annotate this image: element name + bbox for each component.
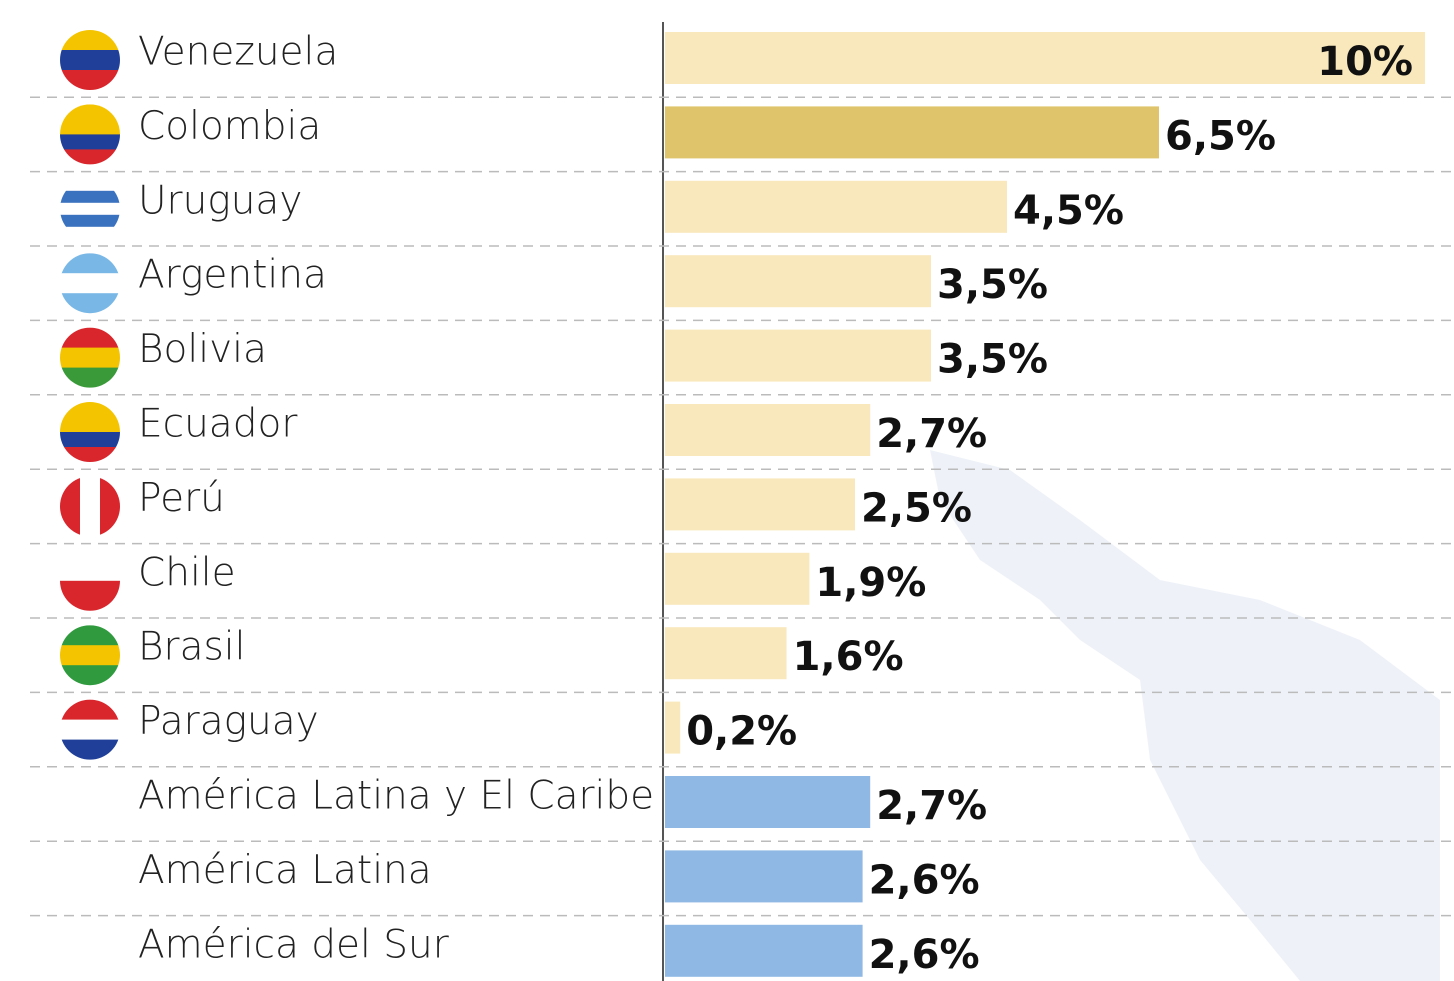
flag-stripe bbox=[60, 293, 120, 314]
bar bbox=[665, 329, 931, 382]
category-label: Uruguay bbox=[138, 178, 302, 223]
flag-stripe bbox=[60, 149, 120, 165]
bar bbox=[665, 255, 931, 308]
flag-stripe bbox=[60, 50, 120, 71]
category-label: Perú bbox=[138, 476, 225, 521]
flag-stripe bbox=[60, 367, 120, 388]
flag-stripe bbox=[60, 645, 120, 666]
flag bbox=[60, 327, 120, 388]
flag-stripe bbox=[60, 550, 120, 582]
value-label: 2,5% bbox=[861, 485, 972, 531]
value-label: 2,6% bbox=[869, 932, 980, 978]
flag-stripe bbox=[60, 190, 120, 204]
value-label: 0,2% bbox=[686, 709, 797, 755]
flag-stripe bbox=[100, 476, 120, 537]
flag-stripe bbox=[60, 327, 120, 349]
flag-stripe bbox=[80, 476, 100, 537]
bar bbox=[665, 627, 787, 680]
category-label: Chile bbox=[138, 550, 236, 595]
value-label: 4,5% bbox=[1013, 188, 1124, 234]
flag-stripe bbox=[60, 699, 120, 721]
bar bbox=[665, 404, 871, 456]
flag-stripe bbox=[60, 134, 120, 150]
flag bbox=[60, 178, 120, 239]
category-label: América Latina y El Caribe bbox=[138, 774, 654, 819]
category-label: Ecuador bbox=[138, 402, 297, 447]
value-label: 6,5% bbox=[1165, 113, 1276, 159]
flag bbox=[60, 476, 120, 537]
value-label: 2,7% bbox=[876, 783, 987, 829]
bar bbox=[665, 478, 855, 531]
value-label: 1,6% bbox=[793, 634, 904, 680]
flag-stripe bbox=[60, 178, 120, 192]
category-label: América del Sur bbox=[138, 922, 449, 967]
flag-stripe bbox=[60, 739, 120, 760]
flag-stripe bbox=[60, 253, 120, 274]
flag-stripe bbox=[60, 417, 120, 433]
flag-stripe bbox=[60, 665, 120, 686]
category-label: Venezuela bbox=[138, 30, 338, 75]
bar bbox=[665, 850, 863, 903]
value-label: 1,9% bbox=[815, 560, 926, 606]
flag-stripe bbox=[60, 30, 120, 51]
category-label: América Latina bbox=[138, 848, 432, 893]
map-background bbox=[930, 450, 1440, 981]
flag-stripe bbox=[60, 273, 120, 294]
value-label: 2,6% bbox=[869, 857, 980, 903]
flag bbox=[60, 699, 120, 760]
flag-stripe bbox=[60, 119, 120, 135]
value-label: 3,5% bbox=[937, 262, 1048, 308]
flag-stripe bbox=[60, 104, 120, 120]
flag bbox=[60, 104, 120, 165]
flag-stripe bbox=[60, 625, 120, 646]
flag bbox=[60, 550, 120, 611]
bar bbox=[665, 180, 1007, 233]
bar bbox=[665, 106, 1159, 159]
flag-stripe bbox=[60, 447, 120, 462]
category-label: Paraguay bbox=[138, 699, 319, 744]
bar bbox=[665, 32, 1425, 84]
flag bbox=[60, 625, 120, 686]
flag-stripe bbox=[60, 432, 120, 448]
flag-stripe bbox=[60, 719, 120, 741]
flag bbox=[60, 402, 120, 462]
flag bbox=[60, 30, 120, 90]
value-label: 3,5% bbox=[937, 337, 1048, 383]
flag-stripe bbox=[60, 402, 120, 418]
flag-stripe bbox=[60, 202, 120, 216]
category-label: Argentina bbox=[138, 253, 327, 298]
flag-stripe bbox=[60, 70, 120, 90]
bar bbox=[665, 776, 871, 828]
bar bbox=[665, 552, 810, 605]
bar bbox=[665, 701, 681, 754]
flag-stripe bbox=[60, 214, 120, 228]
value-label: 10% bbox=[1317, 39, 1413, 85]
bar bbox=[665, 924, 863, 977]
flag-stripe bbox=[60, 226, 120, 239]
flag-stripe bbox=[60, 347, 120, 369]
category-label: Colombia bbox=[138, 104, 321, 149]
value-label: 2,7% bbox=[876, 411, 987, 457]
category-label: Brasil bbox=[138, 625, 245, 670]
flag-stripe bbox=[60, 580, 120, 611]
category-label: Bolivia bbox=[138, 327, 267, 372]
flag bbox=[60, 253, 120, 314]
flag-stripe bbox=[60, 476, 80, 537]
